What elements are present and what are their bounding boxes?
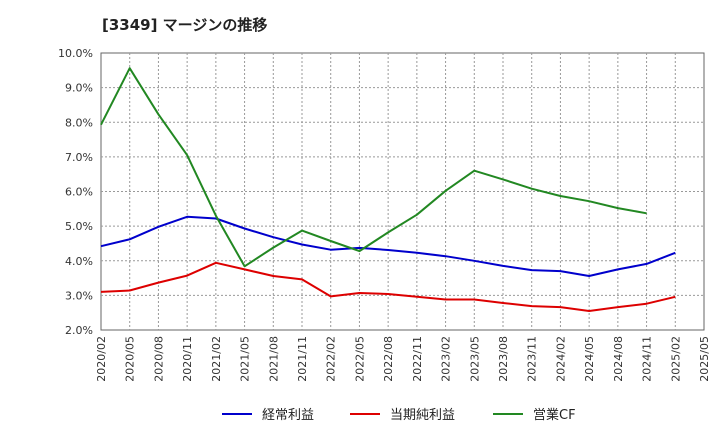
legend-label: 経常利益 — [262, 408, 314, 423]
y-tick-label: 9.0% — [65, 82, 93, 95]
x-tick-label: 2022/05 — [353, 336, 366, 382]
y-axis-ticks: 2.0% 3.0% 4.0% 5.0% 6.0% 7.0% 8.0% 9.0% 10.0% — [58, 47, 93, 337]
x-tick-label: 2025/02 — [669, 336, 682, 382]
y-tick-label: 5.0% — [65, 220, 93, 233]
x-tick-label: 2024/11 — [641, 336, 654, 382]
series-line-2 — [100, 261, 676, 312]
x-tick-label: 2023/11 — [526, 336, 539, 382]
series-line-1 — [100, 215, 676, 277]
x-tick-label: 2020/11 — [181, 336, 194, 382]
x-axis-ticks: 2020/02 2020/05 2020/08 2020/11 2021/02 2021/… — [95, 336, 711, 382]
x-tick-label: 2024/05 — [583, 336, 596, 382]
y-tick-label: 6.0% — [65, 186, 93, 199]
x-tick-label: 2020/05 — [124, 336, 137, 382]
legend: 経常利益 当期純利益 営業CF — [222, 407, 576, 423]
y-tick-label: 10.0% — [58, 47, 93, 60]
y-tick-label: 4.0% — [65, 255, 93, 268]
x-tick-label: 2025/05 — [698, 336, 711, 382]
x-tick-label: 2023/02 — [440, 336, 453, 382]
x-tick-label: 2021/05 — [239, 336, 252, 382]
y-tick-label: 8.0% — [65, 116, 93, 129]
legend-label: 当期純利益 — [390, 408, 455, 423]
x-tick-label: 2022/11 — [411, 336, 424, 382]
x-tick-label: 2022/02 — [325, 336, 338, 382]
chart-title: [3349] マージンの推移 — [102, 16, 268, 34]
x-tick-label: 2021/08 — [267, 336, 280, 382]
x-tick-label: 2024/08 — [612, 336, 625, 382]
series-lines — [100, 67, 676, 312]
legend-label: 営業CF — [533, 407, 576, 423]
x-tick-label: 2020/02 — [95, 336, 108, 382]
y-tick-label: 7.0% — [65, 151, 93, 164]
x-tick-label: 2024/02 — [554, 336, 567, 382]
series-line-3 — [100, 67, 647, 268]
y-tick-label: 3.0% — [65, 289, 93, 302]
x-tick-label: 2021/02 — [210, 336, 223, 382]
x-tick-label: 2020/08 — [152, 336, 165, 382]
y-tick-label: 2.0% — [65, 324, 93, 337]
x-tick-label: 2023/08 — [497, 336, 510, 382]
x-tick-label: 2021/11 — [296, 336, 309, 382]
x-tick-label: 2023/05 — [468, 336, 481, 382]
x-tick-label: 2022/08 — [382, 336, 395, 382]
